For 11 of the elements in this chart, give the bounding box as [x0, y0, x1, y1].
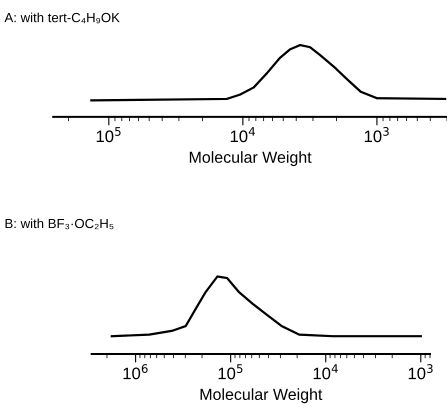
x-tick-label: 10$^{4}$: [230, 127, 255, 142]
x-tick-label: 10$^{5}$: [96, 127, 121, 142]
x-tick-label: 10$^{4}$: [314, 364, 338, 380]
x-tick-label: 10$^{3}$: [364, 127, 389, 142]
x-tick-label: 10$^{5}$: [218, 364, 242, 380]
x-tick-label: 10$^{3}$: [408, 364, 433, 380]
x-axis-title: Molecular Weight: [190, 151, 312, 166]
chart-title: B: with BF₃·OC₂H₅: [6, 218, 114, 230]
x-tick-label: 10$^{6}$: [124, 364, 148, 380]
chart-title: A: with tert-C₄H₉OK: [4, 12, 120, 24]
x-axis-title: Molecular Weight: [200, 388, 322, 404]
